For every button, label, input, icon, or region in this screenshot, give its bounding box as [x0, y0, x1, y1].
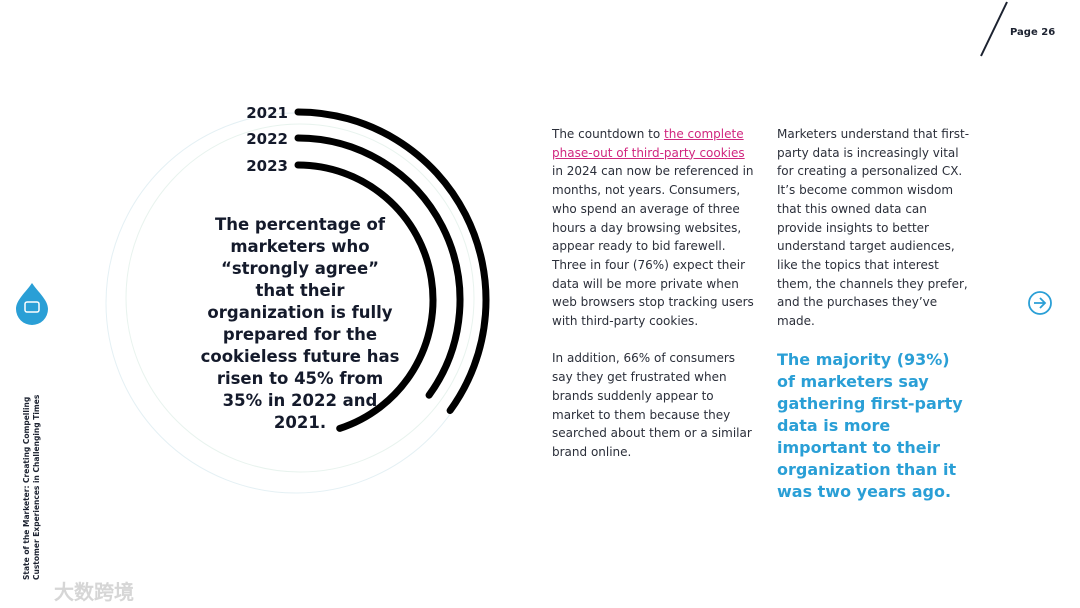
column: Marketers understand that first-party da… [777, 125, 973, 503]
paragraph: The countdown to the complete phase-out … [552, 125, 754, 331]
watermark: 大数跨境 [54, 580, 134, 604]
sidebar-title: State of the Marketer: Creating Compelli… [22, 395, 42, 580]
column: The countdown to the complete phase-out … [552, 125, 754, 480]
sidebar-line: Customer Experiences in Challenging Time… [32, 394, 41, 580]
text: The countdown to [552, 127, 665, 141]
sidebar-line: State of the Marketer: Creating Compelli… [22, 396, 31, 580]
deco-circle [125, 123, 475, 473]
arc-bar [294, 161, 437, 432]
text: in 2024 can now be referenced in months,… [552, 164, 754, 329]
arc-label: 2022 [246, 130, 288, 148]
pull-quote: The majority (93%) of marketers say gath… [777, 350, 963, 502]
arc-bar [294, 134, 464, 399]
paragraph: Marketers understand that first-party da… [777, 127, 970, 329]
page-number: Page 26 [1010, 27, 1056, 38]
arc-label: 2023 [246, 157, 288, 175]
logo-icon [16, 283, 48, 325]
chart-caption: The percentage of marketers who “strongl… [200, 215, 400, 432]
logo-icon [24, 301, 40, 313]
next-button[interactable] [1028, 291, 1052, 315]
arc-label: 2021 [246, 104, 288, 122]
arc-bar [294, 108, 490, 415]
link[interactable]: the complete phase-out of third-party co… [552, 127, 745, 160]
paragraph: In addition, 66% of consumers say they g… [552, 351, 752, 459]
next-arrow [1034, 297, 1047, 309]
divider [980, 1, 1008, 57]
